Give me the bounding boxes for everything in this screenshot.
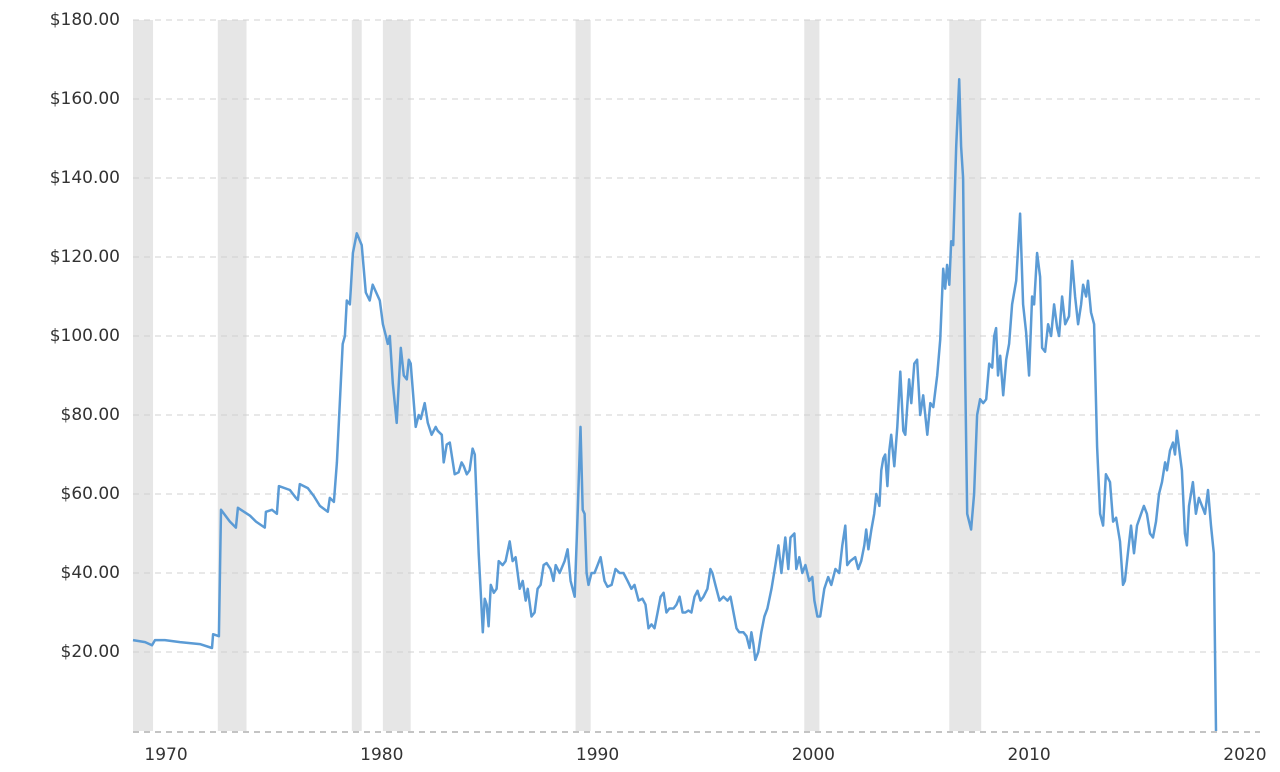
recession-band (351, 20, 362, 731)
recession-band (804, 20, 820, 731)
x-tick-label: 2000 (792, 745, 835, 765)
y-tick-label: $20.00 (61, 642, 120, 662)
y-tick-label: $80.00 (61, 405, 120, 425)
y-tick-label: $60.00 (61, 484, 120, 504)
recession-band (575, 20, 591, 731)
y-tick-label: $40.00 (61, 563, 120, 583)
y-tick-label: $120.00 (50, 247, 120, 267)
x-tick-label: 1970 (144, 745, 187, 765)
recession-band (217, 20, 247, 731)
x-tick-label: 2010 (1007, 745, 1050, 765)
price-line (132, 78, 1218, 732)
x-tick-label: 1980 (360, 745, 403, 765)
x-tick-label: 2020 (1223, 745, 1266, 765)
y-tick-label: $140.00 (50, 168, 120, 188)
recession-band (133, 20, 154, 731)
y-tick-label: $100.00 (50, 326, 120, 346)
x-tick-label: 1990 (576, 745, 619, 765)
y-tick-label: $180.00 (50, 10, 120, 30)
y-tick-label: $160.00 (50, 89, 120, 109)
